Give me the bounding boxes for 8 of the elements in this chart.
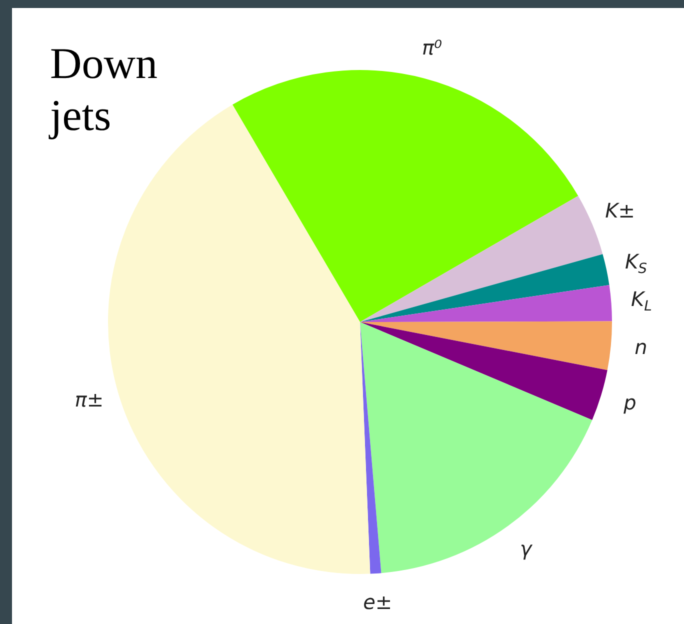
slice-label: p [622, 390, 636, 414]
slice-label: e± [363, 590, 392, 614]
slice-label: π± [74, 388, 104, 412]
slice-label: K± [605, 198, 636, 223]
slice-label: π⁰ [422, 35, 442, 60]
slice-label: n [634, 334, 648, 359]
slice-label: γ [520, 536, 533, 561]
text: Down jets [50, 38, 159, 142]
